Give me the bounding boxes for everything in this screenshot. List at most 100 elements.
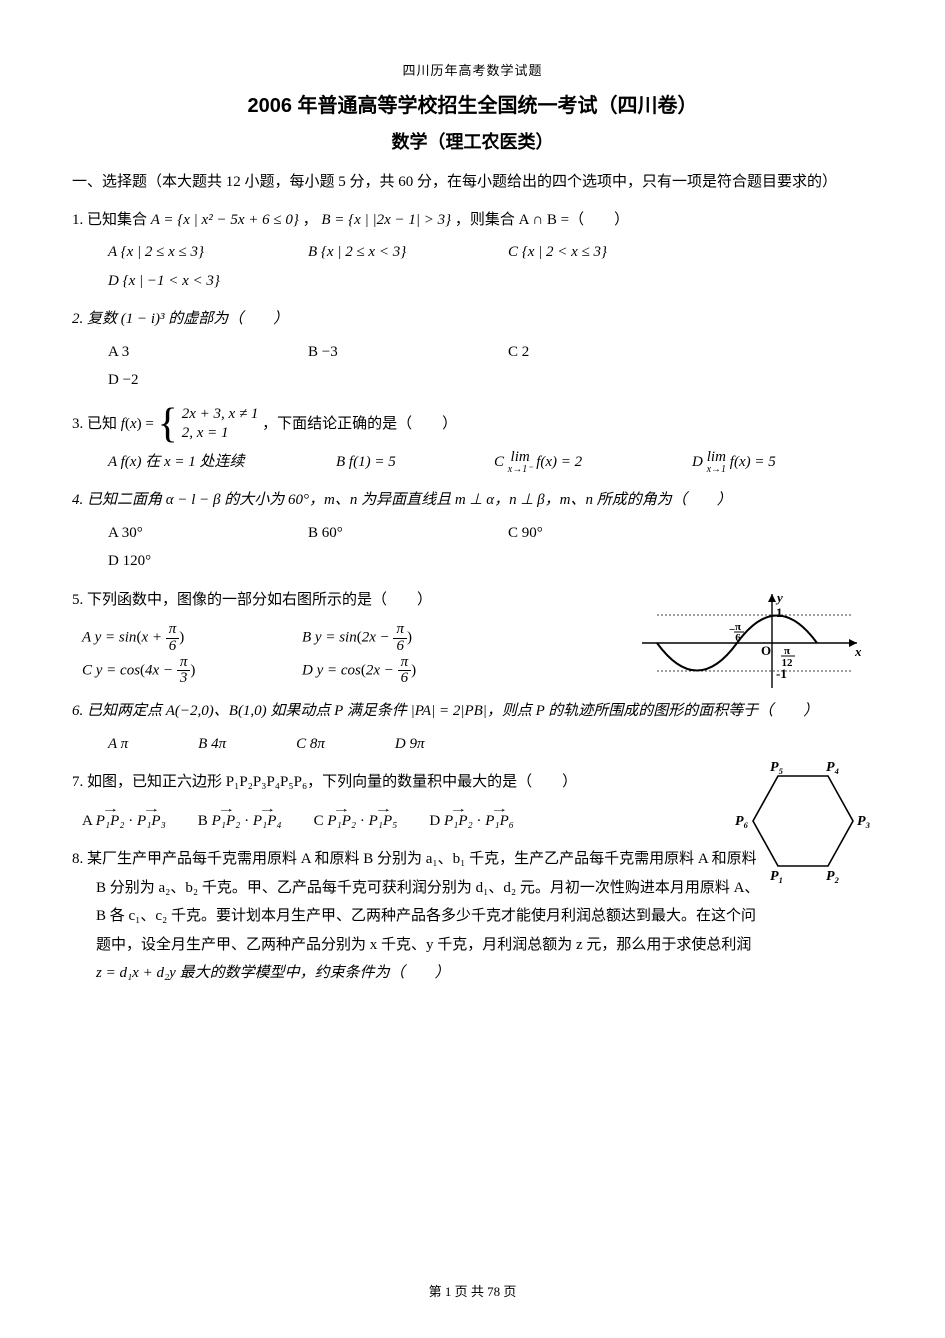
q7-opt-b: B P₁P₂ · P₁P₄ [198,807,282,836]
frac-num: π [166,622,180,639]
q8-line5: z = d₁x + d₂y 最大的数学模型中，约束条件为（ ） [72,959,873,988]
section-head: 一、选择题（本大题共 12 小题，每小题 5 分，共 60 分，在每小题给出的四… [72,170,873,196]
figure-sine-graph: y x O 1 -1 − π 6 π 12 [637,588,867,698]
q6-opt-c: C 8π [296,730,325,759]
q1-setB: B = {x | |2x − 1| > 3} [321,212,451,228]
q7-opt-a: A P₁P₂ · P₁P₃ [82,807,166,836]
q5-opt-d: D y = cos(2x − π6) [302,655,502,688]
q3-optc-pre: C [494,454,508,470]
hex-p4: P₄ [826,760,840,775]
q5b-x: 2x − [362,630,394,646]
hex-p5: P₅ [770,760,784,775]
question-3: 3. 已知 f(x) = { 2x + 3, x ≠ 1 2, x = 1 ，下… [72,405,873,444]
q3-stem-pre: 3. 已知 f(x) = [72,415,158,431]
lim-bot: x→1 [707,465,726,475]
running-head: 四川历年高考数学试题 [72,60,873,79]
title-sub: 数学（理工农医类） [72,128,873,154]
vec: P₁P₂ [212,807,241,836]
q5-opt-b: B y = sin(2x − π6) [302,622,502,655]
vec: P₁P₃ [137,807,166,836]
vec: P₁P₂ [96,807,125,836]
q2-opt-c: C 2 [508,338,678,367]
q2-stem: 2. 复数 (1 − i)³ 的虚部为（ ） [72,311,288,327]
vec: P₁P₅ [369,807,398,836]
q5-opt-c: C y = cos(4x − π3) [82,655,282,688]
q5d-pre: D y = cos [302,662,361,678]
q1-stem-post: ，则集合 A ∩ B =（ ） [455,212,629,228]
q2-opt-b: B −3 [308,338,478,367]
q3-optd-post: f(x) = 5 [730,454,776,470]
q2-opt-a: A 3 [108,338,278,367]
q7-opt-d: D P₁P₂ · P₁P₆ [429,807,514,836]
q4-opt-d: D 120° [108,547,278,576]
q7-options: A P₁P₂ · P₁P₃ B P₁P₂ · P₁P₄ C P₁P₂ · P₁P… [72,807,693,836]
q3-optc-post: f(x) = 2 [536,454,582,470]
vec: P₁P₄ [253,807,282,836]
brace-icon: { [158,407,178,441]
q1-stem-pre: 1. 已知集合 [72,212,151,228]
frac-num: π [177,655,191,672]
q1-opt-c: C {x | 2 < x ≤ 3} [508,238,678,267]
q3-row1: 2x + 3, x ≠ 1 [182,406,259,422]
vec: P₁P₂ [444,807,473,836]
question-6: 6. 已知两定点 A(−2,0)、B(1,0) 如果动点 P 满足条件 |PA|… [72,697,873,726]
hex-p3: P₃ [857,814,871,829]
tick-pi12-num: π [784,645,790,657]
q5b-pre: B y = sin [302,630,357,646]
frac-den: 6 [166,639,180,655]
tick-pi12-den: 12 [782,657,794,669]
q3-optd-pre: D [692,454,707,470]
question-5: 5. 下列函数中，图像的一部分如右图所示的是（ ） A y = sin(x + … [72,586,873,688]
q5-stem: 5. 下列函数中，图像的一部分如右图所示的是（ ） [72,592,432,608]
question-8: 8. 某厂生产甲产品每千克需用原料 A 和原料 B 分别为 a₁、b₁ 千克，生… [72,845,873,988]
q8-line2: B 分别为 a₂、b₂ 千克。甲、乙产品每千克可获利润分别为 d₁、d₂ 元。月… [72,874,873,903]
q8-line4: 题中，设全月生产甲、乙两种产品分别为 x 千克、y 千克，月利润总额为 z 元，… [72,931,873,960]
lim-top: lim [508,450,533,465]
q1-options: A {x | 2 ≤ x ≤ 3} B {x | 2 ≤ x < 3} C {x… [72,238,873,295]
q2-opt-d: D −2 [108,366,278,395]
q6-stem: 6. 已知两定点 A(−2,0)、B(1,0) 如果动点 P 满足条件 |PA|… [72,703,818,719]
q5-opt-a: A y = sin(x + π6) [82,622,282,655]
page-footer: 第 1 页 共 78 页 [0,1281,945,1300]
q1-opt-d: D {x | −1 < x < 3} [108,267,278,296]
frac-den: 3 [177,671,191,687]
q5c-pre: C y = cos [82,662,140,678]
frac-den: 6 [398,671,412,687]
q5-options: A y = sin(x + π6) B y = sin(2x − π6) C y… [72,622,623,687]
q1-mid: ， [303,212,318,228]
lim-top: lim [707,450,726,465]
q3-row2: 2, x = 1 [182,425,229,441]
frac-den: 6 [393,639,407,655]
hex-p6: P₆ [735,814,749,829]
q4-options: A 30° B 60° C 90° D 120° [72,519,873,576]
q5d-x: 2x − [366,662,398,678]
origin-label: O [761,643,771,658]
q8-line3: B 各 c₁、c₂ 千克。要计划本月生产甲、乙两种产品各多少千克才能使月利润总额… [72,902,873,931]
vec: P₁P₂ [327,807,356,836]
tick-negpi6-den: 6 [735,632,741,644]
q4-opt-b: B 60° [308,519,478,548]
question-4: 4. 已知二面角 α − l − β 的大小为 60°，m、n 为异面直线且 m… [72,486,873,515]
q3-opt-d: D lim x→1 f(x) = 5 [692,448,776,477]
q2-options: A 3 B −3 C 2 D −2 [72,338,873,395]
q3-stem-post: ，下面结论正确的是（ ） [262,415,457,431]
q4-opt-a: A 30° [108,519,278,548]
q1-opt-a: A {x | 2 ≤ x ≤ 3} [108,238,278,267]
q5a-x: x + [141,630,165,646]
title-main: 2006 年普通高等学校招生全国统一考试（四川卷） [72,89,873,118]
question-2: 2. 复数 (1 − i)³ 的虚部为（ ） [72,305,873,334]
vec: P₁P₆ [485,807,514,836]
axis-x-label: x [854,644,862,659]
q3-optc-lim: lim x→1⁻ [508,450,533,475]
frac-num: π [398,655,412,672]
q4-stem: 4. 已知二面角 α − l − β 的大小为 60°，m、n 为异面直线且 m… [72,492,732,508]
q3-opt-b: B f(1) = 5 [336,448,456,477]
q3-piecewise: { 2x + 3, x ≠ 1 2, x = 1 [158,405,259,444]
q5c-x: 4x − [145,662,177,678]
question-1: 1. 已知集合 A = {x | x² − 5x + 6 ≤ 0} ， B = … [72,206,873,235]
q6-opt-b: B 4π [198,730,226,759]
q7-opt-c: C P₁P₂ · P₁P₅ [314,807,398,836]
q3-opt-c: C lim x→1⁻ f(x) = 2 [494,448,654,477]
q3-options: A f(x) 在 x = 1 处连续 B f(1) = 5 C lim x→1⁻… [72,448,873,477]
q5a-pre: A y = sin [82,630,136,646]
